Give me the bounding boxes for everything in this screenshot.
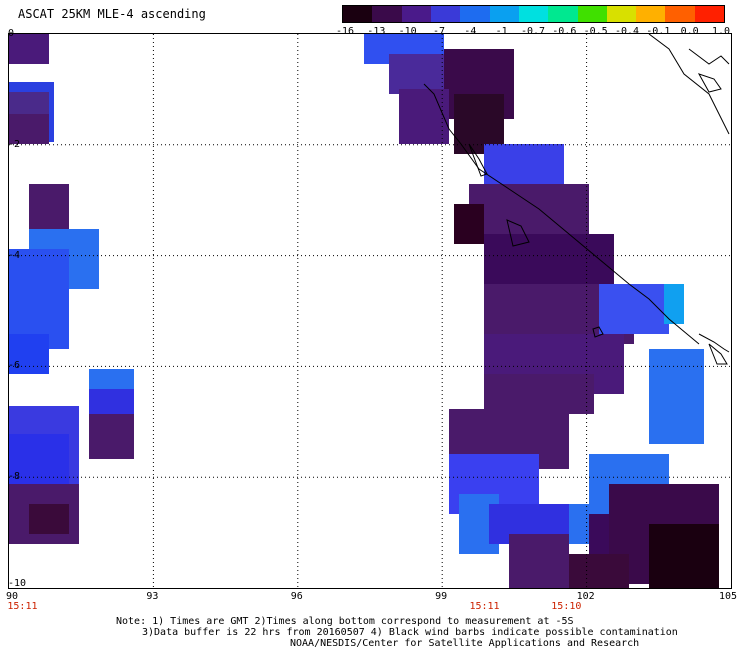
colorbar-label: -10 — [398, 26, 417, 37]
y-tick-label: -8 — [8, 471, 21, 483]
wind-swath-cell — [9, 34, 49, 64]
wind-swath-cell — [484, 374, 594, 414]
colorbar-segment — [694, 6, 725, 22]
coastline — [423, 83, 700, 345]
x-tick-label: 99 — [435, 591, 448, 602]
x-tick-label: 93 — [146, 591, 159, 602]
wind-swath-cell — [9, 334, 49, 374]
wind-swath-cell — [509, 534, 569, 588]
colorbar-label: -1 — [495, 26, 508, 37]
coastline — [697, 73, 722, 93]
coastline — [592, 326, 604, 338]
colorbar-label: -0.4 — [614, 26, 640, 37]
wind-swath-cell — [664, 284, 684, 324]
map-title: ASCAT 25KM MLE-4 ascending — [18, 7, 206, 21]
colorbar-segment — [372, 6, 402, 22]
wind-swath-cell — [649, 349, 704, 444]
colorbar-segment — [343, 6, 373, 22]
map-canvas — [9, 34, 731, 588]
x-tick-label: 102 — [576, 591, 595, 602]
colorbar-label: -4 — [464, 26, 477, 37]
note-line-2: 3)Data buffer is 22 hrs from 20160507 4)… — [142, 627, 678, 638]
wind-swath-cell — [569, 554, 629, 588]
x-tick-label: 105 — [718, 591, 738, 602]
coastline — [708, 343, 728, 365]
wind-swath-cell — [399, 89, 449, 144]
note-line-1: Note: 1) Times are GMT 2)Times along bot… — [116, 616, 574, 627]
wind-swath-cell — [9, 249, 69, 349]
colorbar-segment — [430, 6, 461, 22]
map-area — [8, 33, 732, 589]
colorbar-label: -16 — [335, 26, 355, 37]
colorbar-segment — [548, 6, 578, 22]
colorbar-label: -0.7 — [520, 26, 546, 37]
colorbar-segment — [636, 6, 666, 22]
colorbar-segment — [665, 6, 695, 22]
coastline — [468, 143, 488, 177]
colorbar-segment — [606, 6, 637, 22]
wind-swath-cell — [389, 54, 449, 94]
time-label: 15:11 — [469, 601, 500, 612]
wind-swath-cell — [89, 414, 134, 459]
colorbar-segment — [489, 6, 519, 22]
colorbar-label: 0.0 — [680, 26, 699, 37]
time-label: 15:10 — [551, 601, 582, 612]
colorbar-label: -13 — [367, 26, 386, 37]
time-label: 15:11 — [7, 601, 38, 612]
coastline — [506, 219, 530, 247]
colorbar-segment — [577, 6, 607, 22]
y-tick-label: 0 — [8, 28, 15, 39]
colorbar-label: -0.6 — [552, 26, 577, 37]
colorbar — [342, 5, 725, 23]
note-line-3: NOAA/NESDIS/Center for Satellite Applica… — [290, 638, 640, 649]
coastline — [688, 48, 730, 65]
x-tick-label: 96 — [290, 591, 303, 602]
colorbar-label: -7 — [432, 26, 446, 37]
colorbar-label: 1.0 — [711, 26, 731, 37]
wind-swath-cell — [29, 504, 69, 534]
coastline — [648, 34, 730, 135]
wind-swath-cell — [649, 524, 719, 588]
wind-swath-cell — [454, 204, 484, 244]
coastline — [698, 333, 730, 353]
wind-swath-cell — [9, 114, 49, 144]
colorbar-segment — [401, 6, 431, 22]
colorbar-segment — [460, 6, 490, 22]
colorbar-label: -0.1 — [646, 26, 671, 37]
colorbar-segment — [518, 6, 549, 22]
y-tick-label: -2 — [8, 138, 21, 150]
x-tick-label: 90 — [5, 591, 19, 602]
wind-swath-cell — [29, 184, 69, 229]
colorbar-label: -0.5 — [583, 26, 608, 37]
y-tick-label: -4 — [8, 249, 21, 261]
y-tick-label: -10 — [8, 578, 27, 589]
y-tick-label: -6 — [8, 360, 21, 372]
wind-swath-cell — [599, 284, 669, 334]
